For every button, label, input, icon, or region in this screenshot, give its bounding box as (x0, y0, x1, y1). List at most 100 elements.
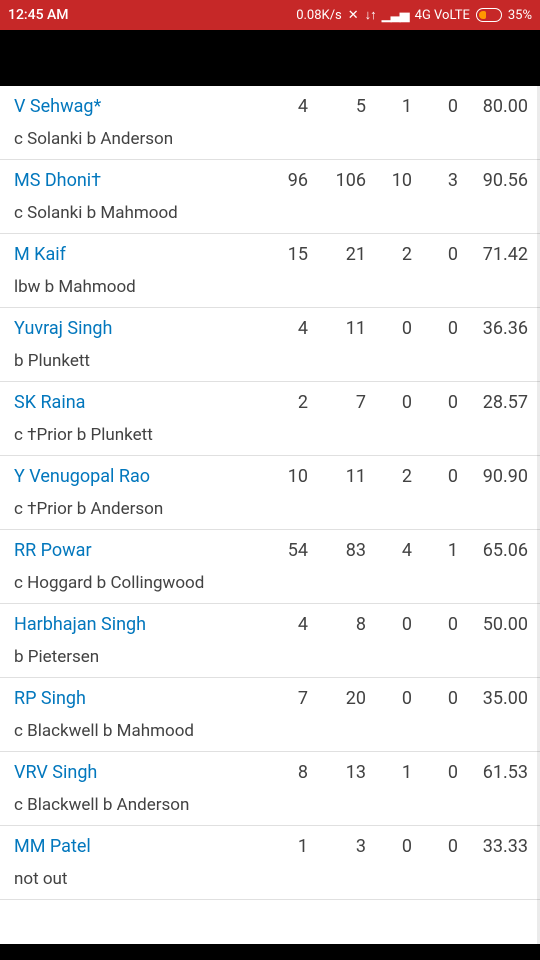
data-icon: ↓↑ (365, 7, 376, 23)
batsman-name[interactable]: M Kaif (14, 244, 260, 265)
balls: 21 (316, 244, 372, 265)
sixes: 0 (420, 836, 464, 857)
sixes: 0 (420, 688, 464, 709)
sixes: 0 (420, 466, 464, 487)
balls: 11 (316, 466, 372, 487)
dismissal: not out (14, 869, 528, 889)
dismissal: c Blackwell b Mahmood (14, 721, 528, 741)
runs: 2 (262, 392, 314, 413)
batsman-row: RP Singh7200035.00c Blackwell b Mahmood (0, 678, 540, 752)
batsman-name[interactable]: SK Raina (14, 392, 260, 413)
fours: 1 (374, 96, 418, 117)
dismissal: lbw b Mahmood (14, 277, 528, 297)
strike-rate: 80.00 (466, 96, 528, 117)
runs: 10 (262, 466, 314, 487)
strike-rate: 50.00 (466, 614, 528, 635)
runs: 4 (262, 614, 314, 635)
fours: 0 (374, 318, 418, 339)
batsman-name[interactable]: RP Singh (14, 688, 260, 709)
fours: 2 (374, 244, 418, 265)
balls: 7 (316, 392, 372, 413)
batsman-name[interactable]: VRV Singh (14, 762, 260, 783)
dismissal: c †Prior b Plunkett (14, 425, 528, 445)
fours: 0 (374, 688, 418, 709)
sixes: 0 (420, 244, 464, 265)
fours: 0 (374, 836, 418, 857)
dismissal: c Solanki b Mahmood (14, 203, 528, 223)
dismissal: b Pietersen (14, 647, 528, 667)
balls: 11 (316, 318, 372, 339)
strike-rate: 33.33 (466, 836, 528, 857)
balls: 8 (316, 614, 372, 635)
batsman-name[interactable]: Yuvraj Singh (14, 318, 260, 339)
batsman-row: Yuvraj Singh4110036.36b Plunkett (0, 308, 540, 382)
status-speed: 0.08K/s (296, 8, 342, 23)
strike-rate: 36.36 (466, 318, 528, 339)
dismissal: c Hoggard b Collingwood (14, 573, 528, 593)
sixes: 0 (420, 318, 464, 339)
batsman-name[interactable]: MM Patel (14, 836, 260, 857)
batsman-name[interactable]: V Sehwag* (14, 96, 260, 117)
status-right: 0.08K/s ✕ ↓↑ ▁▃▅ 4G VoLTE 35% (296, 7, 532, 23)
app-header-blank (0, 30, 540, 86)
batsman-row: V Sehwag*451080.00 c Solanki b Anderson (0, 86, 540, 160)
balls: 106 (316, 170, 372, 191)
fours: 1 (374, 762, 418, 783)
strike-rate: 28.57 (466, 392, 528, 413)
batsman-row: MM Patel130033.33not out (0, 826, 540, 900)
mute-icon: ✕ (348, 8, 359, 23)
bottom-strip (0, 946, 540, 960)
strike-rate: 35.00 (466, 688, 528, 709)
batsman-row: VRV Singh8131061.53 c Blackwell b Anderso… (0, 752, 540, 826)
fours: 0 (374, 392, 418, 413)
fours: 2 (374, 466, 418, 487)
dismissal: b Plunkett (14, 351, 528, 371)
batsman-row: Y Venugopal Rao10112090.90 c †Prior b And… (0, 456, 540, 530)
sixes: 0 (420, 392, 464, 413)
strike-rate: 90.56 (466, 170, 528, 191)
balls: 83 (316, 540, 372, 561)
strike-rate: 90.90 (466, 466, 528, 487)
fours: 0 (374, 614, 418, 635)
batting-scorecard[interactable]: V Sehwag*451080.00c Solanki b AndersonMS… (0, 86, 540, 944)
balls: 5 (316, 96, 372, 117)
batsman-name[interactable]: RR Powar (14, 540, 260, 561)
batsman-row: MS Dhoni†9610610390.56 c Solanki b Mahmoo… (0, 160, 540, 234)
runs: 1 (262, 836, 314, 857)
runs: 54 (262, 540, 314, 561)
batsman-name[interactable]: Y Venugopal Rao (14, 466, 260, 487)
strike-rate: 61.53 (466, 762, 528, 783)
fours: 10 (374, 170, 418, 191)
batsman-name[interactable]: MS Dhoni† (14, 170, 260, 191)
sixes: 3 (420, 170, 464, 191)
status-bar: 12:45 AM 0.08K/s ✕ ↓↑ ▁▃▅ 4G VoLTE 35% (0, 0, 540, 30)
runs: 15 (262, 244, 314, 265)
status-time: 12:45 AM (8, 7, 69, 23)
dismissal: c Blackwell b Anderson (14, 795, 528, 815)
batsman-row: M Kaif15212071.42 lbw b Mahmood (0, 234, 540, 308)
dismissal: c †Prior b Anderson (14, 499, 528, 519)
fours: 4 (374, 540, 418, 561)
signal-icon: ▁▃▅ (382, 8, 409, 23)
batsman-name[interactable]: Harbhajan Singh (14, 614, 260, 635)
status-network: 4G VoLTE (415, 8, 470, 23)
runs: 8 (262, 762, 314, 783)
runs: 4 (262, 318, 314, 339)
batsman-row: RR Powar54834165.06 c Hoggard b Collingwo… (0, 530, 540, 604)
sixes: 0 (420, 96, 464, 117)
sixes: 1 (420, 540, 464, 561)
balls: 13 (316, 762, 372, 783)
batsman-row: Harbhajan Singh480050.00b Pietersen (0, 604, 540, 678)
batsman-row: SK Raina270028.57c †Prior b Plunkett (0, 382, 540, 456)
sixes: 0 (420, 762, 464, 783)
sixes: 0 (420, 614, 464, 635)
runs: 96 (262, 170, 314, 191)
strike-rate: 71.42 (466, 244, 528, 265)
strike-rate: 65.06 (466, 540, 528, 561)
balls: 20 (316, 688, 372, 709)
dismissal: c Solanki b Anderson (14, 129, 528, 149)
runs: 4 (262, 96, 314, 117)
battery-icon (476, 8, 502, 22)
status-battery: 35% (508, 8, 532, 23)
runs: 7 (262, 688, 314, 709)
